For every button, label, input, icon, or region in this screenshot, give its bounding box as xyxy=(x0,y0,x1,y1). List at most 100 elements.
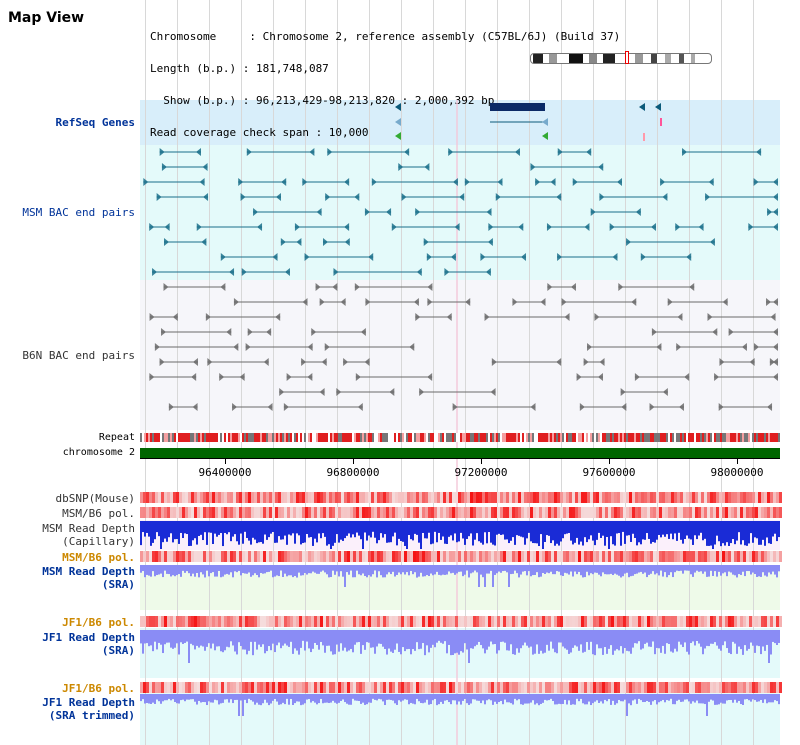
polymorphism-cell xyxy=(188,682,191,693)
polymorphism-cell xyxy=(380,682,383,693)
depth-bar xyxy=(306,630,308,642)
msm-bac-pair-arrow xyxy=(635,208,641,216)
polymorphism-cell xyxy=(485,507,488,518)
repeat-mark xyxy=(736,433,738,442)
depth-bar xyxy=(450,521,452,536)
polymorphism-cell xyxy=(209,616,212,627)
polymorphism-cell xyxy=(215,492,218,503)
depth-bar xyxy=(466,521,468,539)
polymorphism-cell xyxy=(671,492,674,503)
polymorphism-cell xyxy=(557,507,560,518)
b6n-bac-pair-arrow xyxy=(714,373,720,381)
depth-bar xyxy=(266,630,268,652)
depth-bar xyxy=(540,565,542,577)
msm-bac-pair-arrow xyxy=(246,148,252,156)
depth-bar xyxy=(572,694,574,705)
polymorphism-cell xyxy=(176,551,179,562)
depth-bar xyxy=(464,521,466,545)
depth-bar xyxy=(238,630,240,643)
polymorphism-cell xyxy=(641,682,644,693)
polymorphism-cell xyxy=(578,682,581,693)
depth-bar xyxy=(212,521,214,544)
polymorphism-cell xyxy=(644,682,647,693)
depth-bar xyxy=(412,694,414,704)
polymorphism-cell xyxy=(461,682,464,693)
repeat-mark xyxy=(730,433,732,442)
depth-bar xyxy=(464,630,466,644)
msm-bac-label[interactable]: MSM BAC end pairs xyxy=(22,206,135,219)
depth-bar xyxy=(608,630,610,649)
b6n-bac-label[interactable]: B6N BAC end pairs xyxy=(22,349,135,362)
position-axis: 96400000 96800000 97200000 97600000 9800… xyxy=(140,458,780,479)
polymorphism-cell xyxy=(341,507,344,518)
polymorphism-cell xyxy=(770,492,773,503)
polymorphism-cell xyxy=(428,507,431,518)
polymorphism-cell xyxy=(221,551,224,562)
polymorphism-cell xyxy=(161,551,164,562)
polymorphism-cell xyxy=(761,616,764,627)
depth-bar xyxy=(254,630,256,642)
b6n-bac-pair-arrow xyxy=(319,298,325,306)
repeat-mark xyxy=(242,433,244,442)
polymorphism-cell xyxy=(344,492,347,503)
depth-bar xyxy=(214,630,216,651)
b6n-bac-pair-arrow xyxy=(490,388,496,396)
polymorphism-cell xyxy=(257,616,260,627)
repeat-mark xyxy=(540,433,542,442)
depth-bar xyxy=(230,565,232,573)
depth-bar xyxy=(556,565,558,572)
depth-bar xyxy=(180,630,182,643)
b6n-bac-pair-arrow xyxy=(355,373,361,381)
polymorphism-cell xyxy=(281,492,284,503)
polymorphism-cell xyxy=(272,682,275,693)
polymorphism-cell xyxy=(455,507,458,518)
b6n-bac-pair-arrow xyxy=(409,343,415,351)
depth-bar xyxy=(684,630,686,643)
repeat-mark xyxy=(144,433,146,442)
msm-bac-pair-arrow xyxy=(450,253,456,261)
depth-bar xyxy=(728,694,730,701)
depth-bar xyxy=(628,694,630,704)
polymorphism-cell xyxy=(686,616,689,627)
jf1-b6-pol-label: JF1/B6 pol. xyxy=(62,616,135,629)
depth-bar xyxy=(216,694,218,701)
depth-bar xyxy=(652,694,654,702)
depth-bar xyxy=(154,521,156,540)
polymorphism-cell xyxy=(650,551,653,562)
repeat-mark xyxy=(708,433,710,442)
chromosome-ideogram[interactable] xyxy=(530,53,712,64)
repeat-mark xyxy=(276,433,278,442)
polymorphism-cell xyxy=(404,507,407,518)
depth-bar xyxy=(716,521,718,536)
repeat-mark xyxy=(584,433,586,442)
polymorphism-cell xyxy=(566,551,569,562)
depth-bar xyxy=(618,694,620,701)
polymorphism-cell xyxy=(329,551,332,562)
depth-bar xyxy=(162,630,164,654)
depth-bar xyxy=(346,694,348,704)
depth-bar xyxy=(362,521,364,549)
repeat-mark xyxy=(626,433,628,442)
polymorphism-cell xyxy=(410,551,413,562)
polymorphism-cell xyxy=(161,616,164,627)
polymorphism-cell xyxy=(230,682,233,693)
depth-bar xyxy=(414,521,416,534)
polymorphism-cell xyxy=(248,616,251,627)
repeat-mark xyxy=(600,433,602,442)
repeat-mark xyxy=(564,433,566,442)
depth-bar xyxy=(396,694,398,705)
polymorphism-cell xyxy=(536,616,539,627)
refseq-label[interactable]: RefSeq Genes xyxy=(55,116,135,129)
depth-bar xyxy=(408,630,410,649)
depth-bar xyxy=(738,694,740,701)
polymorphism-cell xyxy=(560,507,563,518)
polymorphism-cell xyxy=(314,616,317,627)
depth-bar xyxy=(266,694,268,703)
depth-bar xyxy=(484,630,486,654)
repeat-mark xyxy=(698,433,700,442)
depth-bar xyxy=(700,521,702,533)
polymorphism-cell xyxy=(548,507,551,518)
depth-bar xyxy=(312,630,314,649)
polymorphism-cell xyxy=(239,492,242,503)
